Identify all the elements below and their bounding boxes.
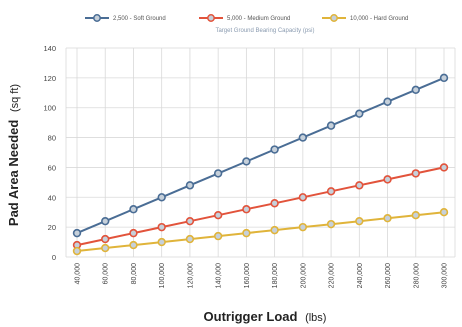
legend: 2,500 - Soft Ground 5,000 - Medium Ground… — [85, 14, 408, 22]
data-point — [185, 234, 195, 244]
data-point — [383, 175, 392, 184]
data-point — [355, 109, 364, 118]
data-point — [129, 228, 138, 238]
x-tick-label: 200,000 — [300, 263, 307, 288]
legend-item: 10,000 - Hard Ground — [322, 14, 408, 22]
svg-text:Outrigger Load (lbs): Outrigger Load (lbs) — [204, 309, 327, 324]
data-point — [242, 228, 251, 238]
legend-swatch-marker — [207, 14, 215, 22]
y-tick-label: 120 — [43, 74, 56, 83]
y-tick-label: 0 — [52, 253, 56, 262]
legend-label: 10,000 - Hard Ground — [350, 16, 408, 22]
x-tick-label: 60,000 — [103, 263, 110, 285]
legend-item: 2,500 - Soft Ground — [85, 14, 166, 22]
x-tick-label: 40,000 — [75, 263, 82, 285]
data-point — [213, 211, 223, 220]
svg-text:Pad Area Needed (sq ft): Pad Area Needed (sq ft) — [6, 84, 21, 226]
x-tick-label: 80,000 — [131, 263, 138, 285]
x-tick-label: 260,000 — [385, 263, 392, 288]
data-point — [355, 181, 364, 190]
data-point — [439, 208, 449, 217]
data-point — [411, 85, 420, 95]
data-point — [157, 222, 166, 232]
data-point — [213, 231, 223, 241]
data-point — [242, 205, 251, 214]
x-tick-label: 100,000 — [159, 263, 166, 288]
series-line — [76, 166, 445, 247]
data-point — [72, 228, 82, 238]
series-points — [72, 73, 449, 256]
legend-swatch-marker — [93, 14, 101, 22]
x-axis-title: Outrigger Load (lbs) — [204, 309, 327, 324]
series-line — [76, 76, 445, 235]
x-tick-label: 120,000 — [187, 263, 194, 288]
y-axis-ticks: 0 20 40 60 80 100 120 140 — [43, 44, 56, 262]
data-point — [242, 157, 251, 166]
data-point — [270, 199, 279, 208]
data-point — [326, 187, 336, 196]
data-point — [355, 216, 364, 226]
x-axis-title-unit: (lbs) — [305, 312, 326, 324]
data-point — [270, 225, 279, 235]
data-point — [439, 73, 449, 83]
data-point — [439, 163, 449, 172]
x-tick-label: 140,000 — [216, 263, 223, 288]
data-point — [129, 205, 138, 214]
data-point — [101, 216, 110, 226]
data-point — [185, 216, 195, 226]
y-tick-label: 20 — [48, 223, 56, 232]
y-axis-title: Pad Area Needed (sq ft) — [6, 84, 21, 226]
data-point — [383, 213, 392, 223]
data-point — [157, 193, 166, 202]
x-tick-label: 220,000 — [329, 263, 336, 288]
y-tick-label: 60 — [48, 163, 56, 172]
data-point — [270, 145, 279, 154]
x-axis-title-main: Outrigger Load — [204, 309, 298, 324]
x-tick-label: 160,000 — [244, 263, 251, 288]
x-tick-label: 180,000 — [272, 263, 279, 288]
legend-item: 5,000 - Medium Ground — [199, 14, 290, 22]
data-point — [298, 133, 308, 142]
x-axis-ticks: 40,000 60,000 80,000 100,000 120,000 140,000 1… — [75, 263, 449, 288]
legend-swatch-marker — [330, 14, 338, 22]
grid-lines — [65, 47, 456, 258]
y-tick-label: 140 — [43, 44, 56, 53]
data-point — [129, 240, 138, 250]
series-line — [76, 211, 445, 252]
y-axis-title-main: Pad Area Needed — [6, 120, 21, 227]
x-tick-label: 280,000 — [413, 263, 420, 288]
series-lines — [76, 76, 445, 252]
data-point — [101, 243, 110, 253]
chart-subtitle: Target Ground Bearing Capacity (psi) — [215, 28, 314, 34]
data-point — [411, 169, 420, 178]
y-axis-title-unit: (sq ft) — [9, 84, 21, 112]
y-tick-label: 100 — [43, 104, 56, 113]
data-point — [157, 237, 166, 247]
data-point — [213, 169, 223, 178]
data-point — [383, 97, 392, 106]
data-point — [326, 219, 336, 229]
x-tick-label: 300,000 — [442, 263, 449, 288]
legend-label: 5,000 - Medium Ground — [227, 16, 290, 22]
data-point — [101, 234, 110, 244]
data-point — [185, 181, 195, 190]
y-tick-label: 40 — [48, 193, 56, 202]
data-point — [72, 246, 82, 256]
data-point — [298, 193, 308, 202]
data-point — [326, 121, 336, 130]
legend-label: 2,500 - Soft Ground — [113, 16, 166, 22]
data-point — [411, 211, 420, 220]
data-point — [298, 222, 308, 232]
y-tick-label: 80 — [48, 134, 56, 143]
x-tick-label: 240,000 — [357, 263, 364, 288]
